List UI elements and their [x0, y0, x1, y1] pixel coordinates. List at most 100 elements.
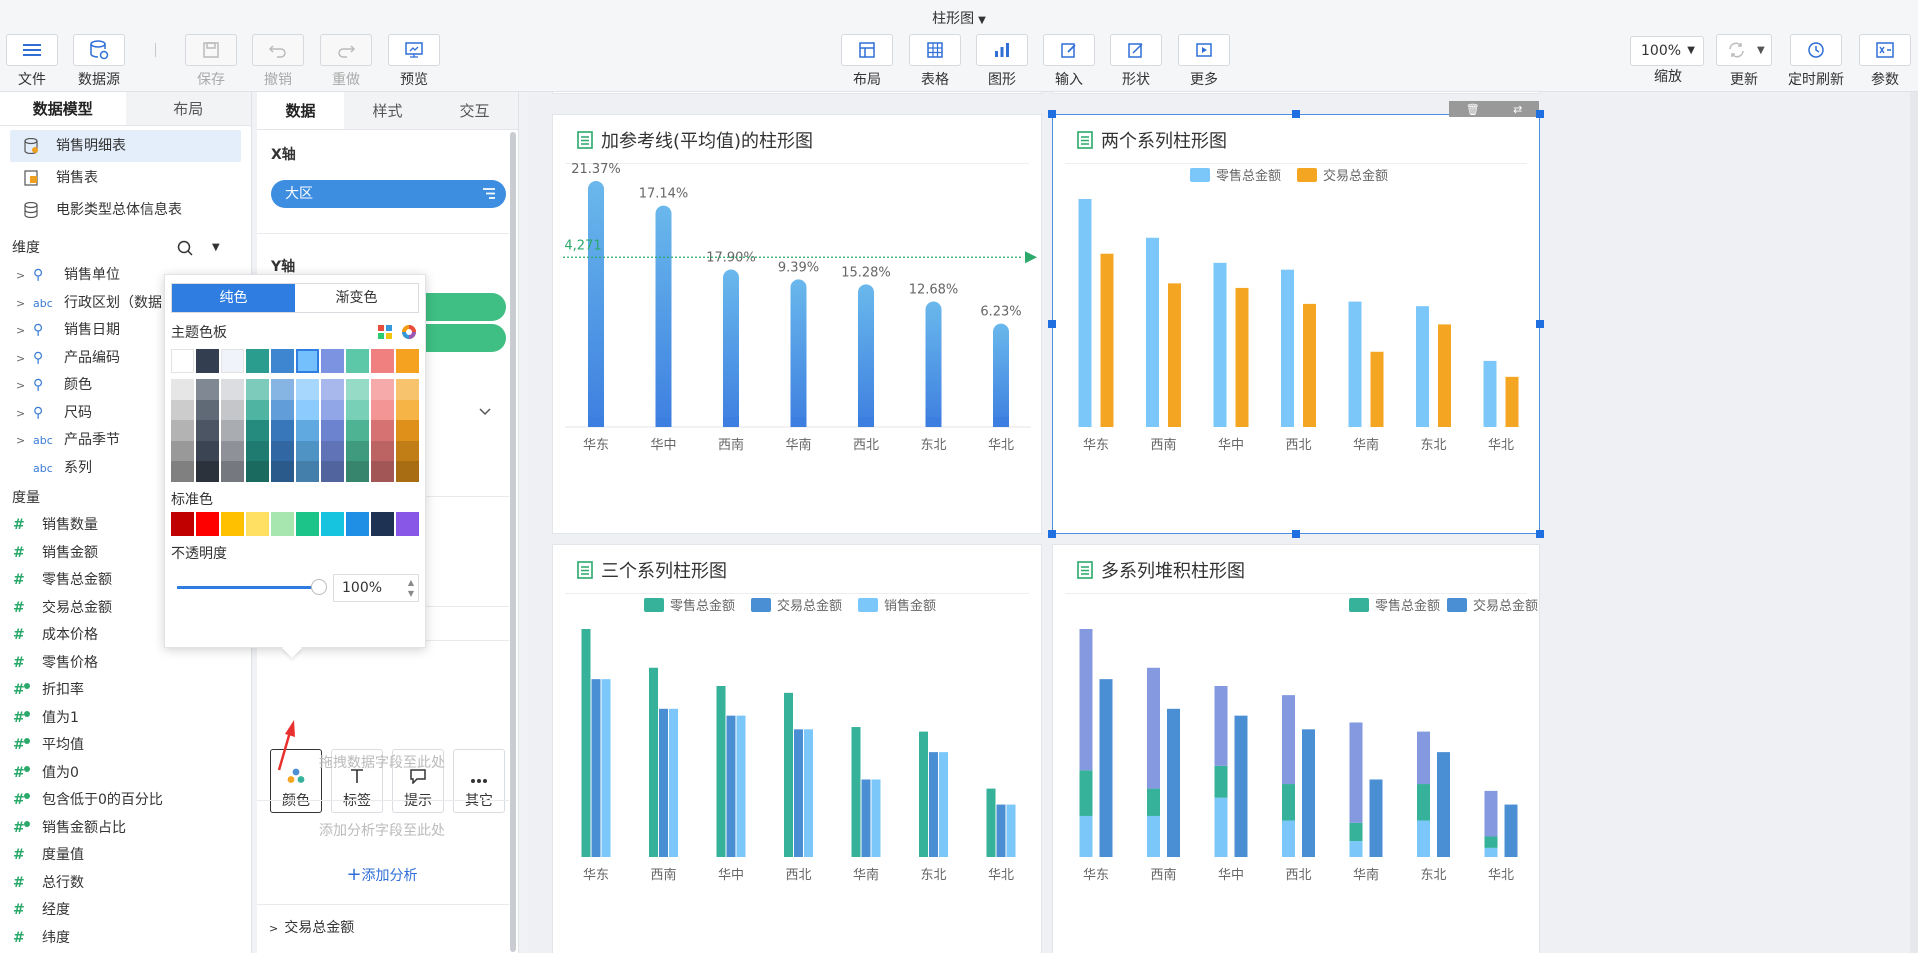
- shade-color-swatch[interactable]: [371, 440, 394, 461]
- measure-field[interactable]: # 折扣率: [0, 677, 251, 705]
- shade-color-swatch[interactable]: [246, 420, 269, 441]
- input-button[interactable]: 输入: [1041, 34, 1097, 89]
- theme-color-swatch[interactable]: [246, 349, 270, 373]
- panel-scrollbar[interactable]: [510, 132, 516, 952]
- chevron-right-icon[interactable]: >: [16, 379, 26, 392]
- shade-color-swatch[interactable]: [396, 420, 419, 441]
- dimension-field[interactable]: > ⚲ 销售日期: [0, 317, 251, 345]
- shade-color-swatch[interactable]: [346, 440, 369, 461]
- refresh-button[interactable]: ▼ 更新: [1716, 34, 1772, 89]
- canvas-scrollbar[interactable]: [1910, 92, 1918, 953]
- shade-color-swatch[interactable]: [346, 399, 369, 420]
- resize-handle[interactable]: [1292, 110, 1300, 118]
- standard-color-swatch[interactable]: [346, 511, 369, 536]
- shade-color-swatch[interactable]: [171, 461, 194, 482]
- measure-field[interactable]: # 纬度: [0, 925, 251, 953]
- measure-field[interactable]: # 成本价格: [0, 622, 251, 650]
- theme-color-swatch[interactable]: [196, 349, 220, 373]
- standard-color-swatch[interactable]: [371, 511, 394, 536]
- tab-interaction[interactable]: 交互: [431, 92, 518, 129]
- save-button[interactable]: 保存: [183, 34, 239, 89]
- shade-color-swatch[interactable]: [396, 399, 419, 420]
- shade-color-swatch[interactable]: [221, 440, 244, 461]
- shade-color-swatch[interactable]: [246, 399, 269, 420]
- more-button[interactable]: 更多: [1176, 34, 1232, 89]
- delete-icon[interactable]: 🗑: [1465, 102, 1480, 116]
- redo-button[interactable]: 重做: [318, 34, 374, 89]
- shade-color-swatch[interactable]: [321, 379, 344, 400]
- shade-color-swatch[interactable]: [196, 420, 219, 441]
- resize-handle[interactable]: [1292, 530, 1300, 538]
- shade-color-swatch[interactable]: [296, 379, 319, 400]
- shade-color-swatch[interactable]: [196, 440, 219, 461]
- chart-button[interactable]: 图形: [974, 34, 1030, 89]
- resize-handle[interactable]: [1048, 110, 1056, 118]
- tooltip-prop-button[interactable]: 提示: [392, 749, 444, 813]
- switch-icon[interactable]: ⇄: [1513, 102, 1523, 116]
- chevron-right-icon[interactable]: >: [16, 324, 26, 337]
- resize-handle[interactable]: [1536, 530, 1544, 538]
- standard-color-swatch[interactable]: [271, 511, 294, 536]
- shade-color-swatch[interactable]: [371, 379, 394, 400]
- shade-color-swatch[interactable]: [196, 379, 219, 400]
- shade-color-swatch[interactable]: [346, 461, 369, 482]
- shade-color-swatch[interactable]: [271, 399, 294, 420]
- sort-icon[interactable]: [482, 180, 496, 210]
- tab-layout[interactable]: 布局: [125, 92, 251, 125]
- palette-grid-icon[interactable]: [377, 324, 393, 346]
- table-button[interactable]: 表格: [907, 34, 963, 89]
- chevron-down-icon[interactable]: ▼: [212, 242, 220, 253]
- shade-color-swatch[interactable]: [371, 420, 394, 441]
- chevron-right-icon[interactable]: >: [16, 434, 26, 447]
- measure-field[interactable]: # 交易总金额: [0, 595, 251, 623]
- chart-card-two-series[interactable]: 🗑 ⇄ 两个系列柱形图 零售总金额 交易总金额 华东 西南 华中 西北 华南 东北 华北: [1052, 101, 1540, 534]
- shade-color-swatch[interactable]: [171, 379, 194, 400]
- measure-field[interactable]: # 销售金额: [0, 540, 251, 568]
- measure-field[interactable]: # 零售价格: [0, 650, 251, 678]
- theme-color-swatch[interactable]: [221, 349, 245, 373]
- shade-color-swatch[interactable]: [371, 399, 394, 420]
- chart-card-stacked[interactable]: 多系列堆积柱形图 零售总金额 交易总金额 华东 西南 华中 西北 华南 东北 华北: [1052, 544, 1540, 953]
- dataset-item[interactable]: 销售明细表: [10, 130, 241, 162]
- shade-color-swatch[interactable]: [246, 379, 269, 400]
- zoom-select[interactable]: 100% ▼: [1630, 36, 1704, 66]
- tab-style[interactable]: 样式: [344, 92, 431, 129]
- measure-field[interactable]: # 值为0: [0, 760, 251, 788]
- dataset-item[interactable]: 电影类型总体信息表: [10, 194, 241, 226]
- chevron-right-icon[interactable]: >: [16, 269, 26, 282]
- shade-color-swatch[interactable]: [296, 399, 319, 420]
- standard-color-swatch[interactable]: [246, 511, 269, 536]
- shade-color-swatch[interactable]: [271, 420, 294, 441]
- shade-color-swatch[interactable]: [196, 399, 219, 420]
- measure-field[interactable]: # 销售数量: [0, 512, 251, 540]
- report-title[interactable]: 柱形图 ▼: [932, 11, 986, 27]
- chevron-right-icon[interactable]: >: [16, 351, 26, 365]
- datasource-button[interactable]: 数据源: [71, 34, 127, 89]
- resize-handle[interactable]: [1048, 320, 1056, 328]
- chevron-right-icon[interactable]: >: [16, 296, 26, 310]
- shade-color-swatch[interactable]: [296, 440, 319, 461]
- layout-button[interactable]: 布局: [839, 34, 895, 89]
- other-prop-button[interactable]: 其它: [453, 749, 505, 813]
- dimension-field[interactable]: > abc 产品季节: [0, 427, 251, 455]
- add-analysis-button[interactable]: +添加分析: [346, 864, 418, 885]
- shade-color-swatch[interactable]: [171, 420, 194, 441]
- dimension-field[interactable]: > abc 行政区划（数据: [0, 290, 251, 318]
- theme-color-swatch[interactable]: [346, 349, 370, 373]
- stepper-icon[interactable]: ▲ ▼: [407, 577, 414, 598]
- parameter-button[interactable]: 参数: [1857, 34, 1913, 89]
- file-button[interactable]: 文件: [4, 34, 60, 89]
- standard-color-swatch[interactable]: [171, 511, 194, 536]
- shade-color-swatch[interactable]: [221, 461, 244, 482]
- theme-color-swatch[interactable]: [296, 349, 320, 373]
- x-axis-field-pill[interactable]: 大区: [271, 180, 506, 208]
- shade-color-swatch[interactable]: [296, 420, 319, 441]
- standard-color-swatch[interactable]: [296, 511, 319, 536]
- measure-field[interactable]: # 零售总金额: [0, 567, 251, 595]
- tab-data[interactable]: 数据: [257, 92, 344, 129]
- scheduled-refresh-button[interactable]: 定时刷新: [1786, 34, 1846, 89]
- measure-field[interactable]: # 销售金额占比: [0, 815, 251, 843]
- theme-color-swatch[interactable]: [171, 349, 195, 373]
- theme-color-swatch[interactable]: [271, 349, 295, 373]
- standard-color-swatch[interactable]: [196, 511, 219, 536]
